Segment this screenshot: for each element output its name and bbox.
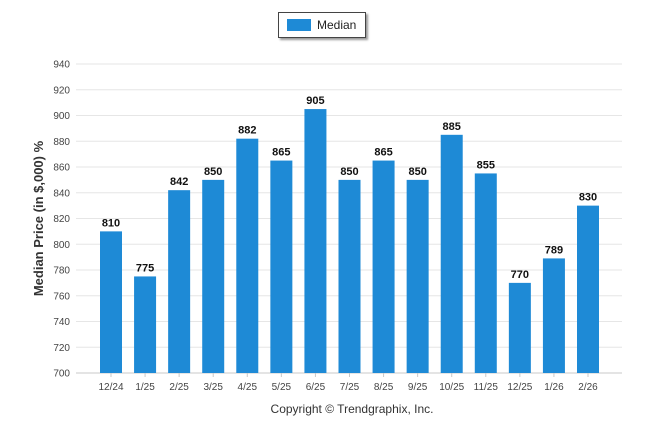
bar-value-label: 882 xyxy=(238,125,256,137)
x-tick-label: 7/25 xyxy=(340,382,360,393)
legend-label: Median xyxy=(317,18,357,32)
bar-value-label: 850 xyxy=(204,166,222,178)
bar-value-label: 885 xyxy=(443,121,461,133)
bar xyxy=(168,190,191,373)
x-axis-ticks: 12/24 1/25 2/25 3/25 4/25 5/25 6/25 7/25 8/25 9/2… xyxy=(98,373,598,393)
bar xyxy=(508,282,531,373)
y-tick-label: 700 xyxy=(53,369,70,380)
bar xyxy=(338,179,361,373)
bar xyxy=(236,138,259,373)
y-axis-label: Median Price (in $,000) % xyxy=(31,140,46,296)
y-tick-label: 740 xyxy=(53,317,70,328)
bar-value-label: 842 xyxy=(170,176,188,188)
bar xyxy=(304,109,327,373)
bar-value-label: 850 xyxy=(340,166,358,178)
bar-value-label: 810 xyxy=(102,217,120,229)
bar xyxy=(542,258,565,373)
bar xyxy=(270,160,293,373)
x-tick-label: 5/25 xyxy=(272,382,292,393)
x-tick-label: 11/25 xyxy=(474,382,499,393)
y-tick-label: 720 xyxy=(53,343,70,354)
bar-value-label: 770 xyxy=(511,269,529,281)
bar xyxy=(134,276,157,373)
bar xyxy=(577,205,599,373)
bar xyxy=(202,179,225,373)
bar xyxy=(100,231,122,373)
bar-value-label: 830 xyxy=(579,192,597,204)
bar-value-label: 855 xyxy=(477,159,495,171)
bar xyxy=(406,179,429,373)
bar-value-label: 850 xyxy=(408,166,426,178)
x-tick-label: 12/24 xyxy=(98,382,123,393)
x-tick-label: 1/26 xyxy=(544,382,564,393)
bar-value-label: 865 xyxy=(374,147,392,159)
y-tick-label: 860 xyxy=(53,163,70,174)
x-tick-label: 2/26 xyxy=(578,382,598,393)
y-tick-label: 800 xyxy=(53,240,70,251)
x-tick-label: 8/25 xyxy=(374,382,394,393)
x-tick-label: 2/25 xyxy=(169,382,189,393)
bar-value-labels: 810 775 842 850 882 865 905 850 865 850 885 855 770 7… xyxy=(102,95,597,281)
x-tick-label: 12/25 xyxy=(507,382,532,393)
x-tick-label: 9/25 xyxy=(408,382,428,393)
legend: Median xyxy=(278,12,366,38)
y-axis-ticks: 700 720 740 760 780 800 820 840 860 880 900 920 940 xyxy=(53,60,70,380)
y-tick-label: 760 xyxy=(53,291,70,302)
bar-value-label: 865 xyxy=(272,147,290,159)
x-tick-label: 6/25 xyxy=(306,382,326,393)
y-tick-label: 940 xyxy=(53,60,70,71)
y-tick-label: 780 xyxy=(53,266,70,277)
x-tick-label: 10/25 xyxy=(439,382,464,393)
x-tick-label: 1/25 xyxy=(135,382,155,393)
bar xyxy=(440,134,463,373)
bar-value-label: 775 xyxy=(136,262,154,274)
bar xyxy=(474,173,497,373)
bar-value-label: 905 xyxy=(306,95,324,107)
x-tick-label: 4/25 xyxy=(238,382,258,393)
legend-swatch xyxy=(287,19,311,31)
bar-value-label: 789 xyxy=(545,244,563,256)
y-tick-label: 820 xyxy=(53,214,70,225)
y-tick-label: 900 xyxy=(53,111,70,122)
x-tick-label: 3/25 xyxy=(203,382,223,393)
copyright-text: Copyright © Trendgraphix, Inc. xyxy=(271,402,434,416)
y-tick-label: 880 xyxy=(53,137,70,148)
bar xyxy=(372,160,395,373)
y-tick-label: 920 xyxy=(53,85,70,96)
bars xyxy=(100,109,599,373)
y-tick-label: 840 xyxy=(53,188,70,199)
